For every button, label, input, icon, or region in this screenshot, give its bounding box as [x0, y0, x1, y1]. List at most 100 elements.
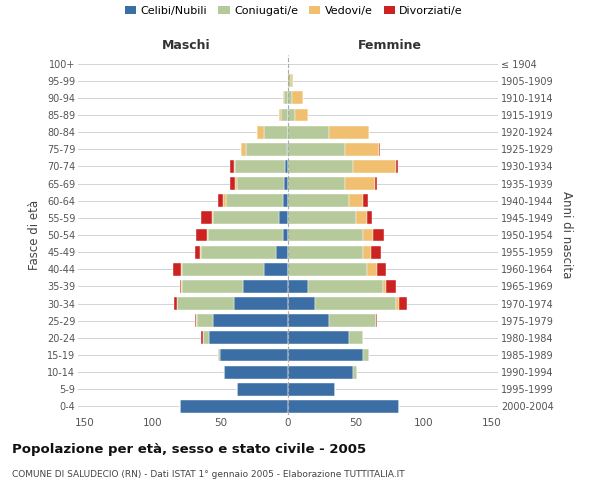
Bar — [284, 177, 288, 190]
Bar — [287, 143, 288, 156]
Text: Maschi: Maschi — [162, 38, 211, 52]
Bar — [235, 177, 236, 190]
Bar — [226, 194, 283, 207]
Bar — [257, 126, 263, 138]
Bar — [241, 143, 246, 156]
Bar — [375, 177, 377, 190]
Bar — [234, 160, 235, 173]
Bar — [288, 160, 353, 173]
Bar — [181, 263, 182, 276]
Bar — [218, 348, 220, 362]
Bar — [200, 246, 201, 258]
Bar — [181, 280, 182, 293]
Bar — [214, 212, 278, 224]
Bar — [224, 366, 288, 378]
Bar — [288, 92, 292, 104]
Bar — [201, 212, 212, 224]
Bar — [201, 246, 276, 258]
Bar — [397, 297, 399, 310]
Bar — [288, 246, 362, 258]
Text: Femmine: Femmine — [358, 38, 422, 52]
Bar — [179, 400, 288, 413]
Bar — [329, 126, 369, 138]
Bar — [349, 194, 362, 207]
Bar — [377, 263, 386, 276]
Bar — [281, 108, 288, 122]
Bar — [182, 280, 243, 293]
Bar — [218, 194, 223, 207]
Bar — [288, 400, 399, 413]
Bar — [353, 366, 357, 378]
Bar — [292, 92, 303, 104]
Y-axis label: Anni di nascita: Anni di nascita — [560, 192, 573, 278]
Bar — [276, 246, 288, 258]
Bar — [367, 263, 377, 276]
Bar — [288, 297, 315, 310]
Bar — [212, 212, 214, 224]
Bar — [397, 160, 398, 173]
Bar — [214, 314, 288, 327]
Bar — [194, 314, 196, 327]
Bar — [373, 228, 384, 241]
Bar — [288, 383, 335, 396]
Bar — [371, 246, 382, 258]
Bar — [230, 160, 234, 173]
Bar — [220, 348, 288, 362]
Bar — [177, 297, 234, 310]
Bar — [283, 194, 288, 207]
Bar — [283, 228, 288, 241]
Bar — [362, 348, 369, 362]
Bar — [362, 194, 368, 207]
Bar — [288, 194, 349, 207]
Bar — [236, 383, 288, 396]
Bar — [278, 212, 288, 224]
Bar — [376, 314, 377, 327]
Bar — [288, 177, 345, 190]
Bar — [179, 280, 181, 293]
Bar — [209, 332, 288, 344]
Bar — [288, 332, 349, 344]
Bar — [356, 212, 367, 224]
Bar — [230, 177, 235, 190]
Bar — [288, 348, 362, 362]
Bar — [174, 297, 177, 310]
Bar — [196, 314, 197, 327]
Bar — [246, 143, 287, 156]
Bar — [234, 297, 288, 310]
Bar — [243, 280, 288, 293]
Y-axis label: Fasce di età: Fasce di età — [28, 200, 41, 270]
Bar — [345, 143, 379, 156]
Bar — [201, 332, 203, 344]
Legend: Celibi/Nubili, Coniugati/e, Vedovi/e, Divorziati/e: Celibi/Nubili, Coniugati/e, Vedovi/e, Di… — [125, 6, 463, 16]
Bar — [173, 263, 181, 276]
Bar — [288, 280, 308, 293]
Bar — [362, 246, 371, 258]
Bar — [263, 126, 288, 138]
Bar — [283, 92, 284, 104]
Bar — [236, 177, 284, 190]
Bar — [288, 74, 291, 87]
Bar — [288, 228, 362, 241]
Bar — [399, 297, 407, 310]
Bar — [383, 280, 386, 293]
Bar — [203, 332, 209, 344]
Bar — [291, 74, 293, 87]
Bar — [288, 314, 329, 327]
Bar — [194, 246, 200, 258]
Bar — [379, 143, 380, 156]
Bar — [345, 177, 375, 190]
Bar — [284, 92, 288, 104]
Bar — [288, 126, 329, 138]
Bar — [349, 332, 362, 344]
Bar — [263, 263, 288, 276]
Bar — [288, 212, 356, 224]
Bar — [197, 314, 214, 327]
Bar — [367, 212, 372, 224]
Bar — [386, 280, 397, 293]
Bar — [353, 160, 397, 173]
Text: Popolazione per età, sesso e stato civile - 2005: Popolazione per età, sesso e stato civil… — [12, 442, 366, 456]
Bar — [285, 160, 288, 173]
Text: COMUNE DI SALUDECIO (RN) - Dati ISTAT 1° gennaio 2005 - Elaborazione TUTTITALIA.: COMUNE DI SALUDECIO (RN) - Dati ISTAT 1°… — [12, 470, 404, 479]
Bar — [288, 108, 295, 122]
Bar — [315, 297, 397, 310]
